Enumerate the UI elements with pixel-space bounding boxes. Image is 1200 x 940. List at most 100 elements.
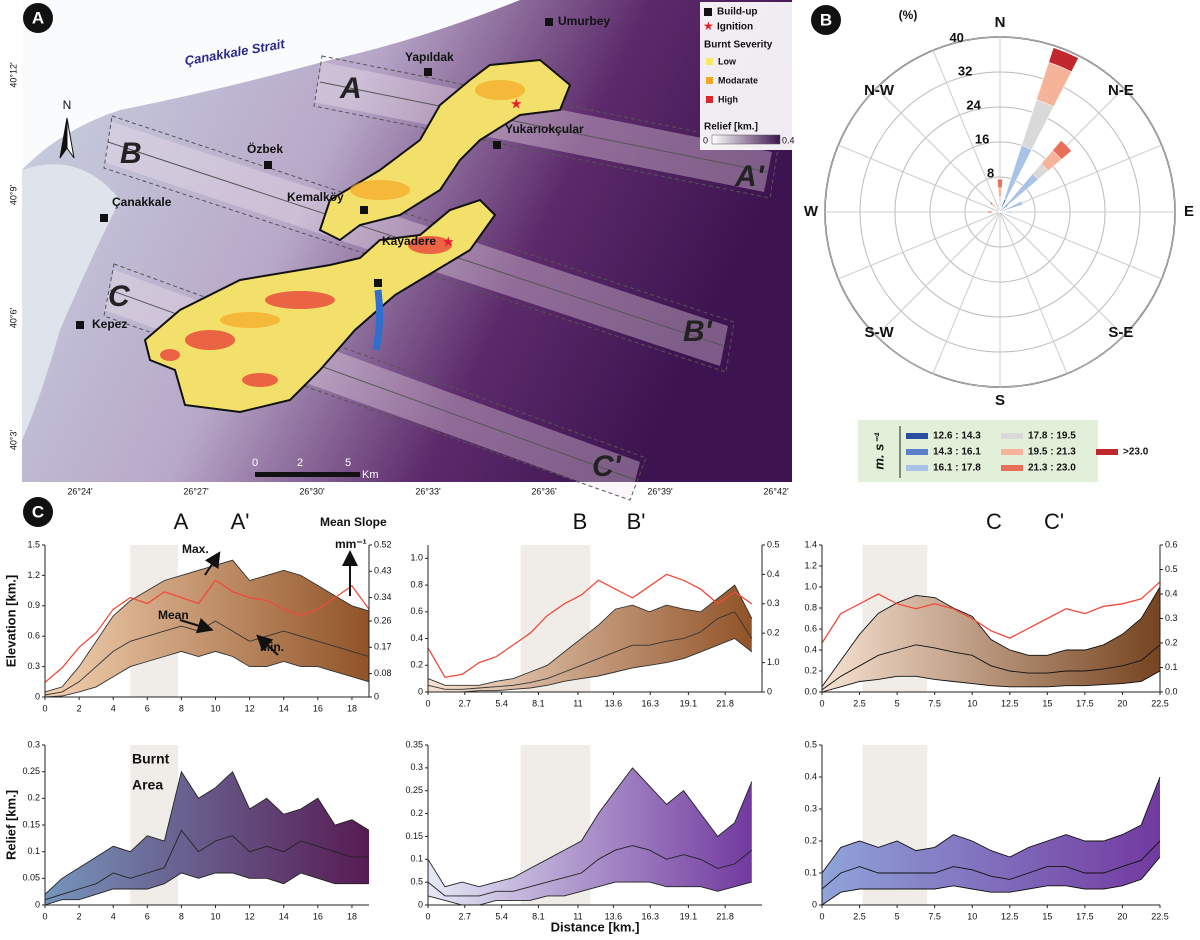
panel-badge	[23, 497, 53, 527]
annotation: Mean	[158, 608, 189, 622]
panel-badge	[23, 3, 53, 33]
profile-line	[44, 770, 370, 895]
y2-tick-label: 0.6	[1165, 539, 1178, 549]
x-tick-label: 22.5	[1151, 911, 1169, 921]
x-tick-label: 10	[967, 911, 977, 921]
x-tick-label: 7.5	[928, 911, 941, 921]
x-tick-label: 0	[42, 911, 47, 921]
legend-swatch	[906, 465, 928, 471]
y-tick-label: 0	[418, 899, 423, 909]
slope-line	[427, 573, 753, 679]
lon-label: 26°39'	[647, 486, 673, 496]
x-tick-label: 18	[347, 911, 357, 921]
place-label: Yapıldak	[405, 50, 454, 64]
rose-petal	[1002, 212, 1006, 215]
x-tick-label: 11	[573, 911, 582, 921]
x-tick-label: 12.5	[1001, 698, 1019, 708]
panel-label: A	[32, 8, 44, 27]
profile-label: A'	[734, 160, 765, 193]
profile-line	[427, 611, 753, 690]
profile-line	[427, 845, 753, 897]
y-tick-label: 0.15	[405, 831, 423, 841]
profile-line	[44, 650, 370, 698]
legend-label: 21.3 : 23.0	[1028, 463, 1076, 474]
y-tick-label: 0.3	[410, 762, 423, 772]
legend-swatch	[706, 77, 713, 84]
place-label: Özbek	[247, 141, 283, 156]
rose-petal	[1001, 211, 1006, 213]
profile-line	[427, 584, 753, 686]
y2-tick-label: 0.08	[374, 668, 392, 678]
x-tick-label: 10	[211, 703, 221, 713]
y-tick-label: 0.0	[804, 686, 817, 696]
direction-label: S-W	[864, 324, 894, 341]
y-tick-label: 0.2	[804, 665, 817, 675]
profile-label: C	[108, 280, 131, 313]
scale-bar: 0 2 5 Km	[252, 457, 379, 481]
direction-label: S-E	[1108, 324, 1133, 341]
x-tick-label: 13.6	[605, 698, 623, 708]
profile-line	[821, 856, 1161, 906]
x-tick-label: 10	[967, 698, 977, 708]
y-axis-label: Elevation [km.]	[3, 575, 18, 667]
rose-spoke	[875, 211, 1001, 337]
y-tick-label: 0	[812, 899, 817, 909]
profile-label: B	[120, 137, 142, 170]
legend-title: Relief [km.]	[704, 122, 758, 133]
profile-label: B'	[683, 315, 713, 348]
y-tick-label: 1.0	[804, 581, 817, 591]
lon-label: 26°24'	[67, 486, 93, 496]
x-tick-label: 8.1	[532, 911, 545, 921]
profile-line	[821, 670, 1161, 693]
y-axis-label: Relief [km.]	[3, 790, 18, 860]
rose-spoke	[838, 211, 1001, 280]
y2-tick-label: 0	[767, 686, 772, 696]
lon-label: 26°33'	[415, 486, 441, 496]
profile-end-label: A	[174, 509, 189, 534]
lon-label: 26°30'	[299, 486, 325, 496]
lon-label: 26°42'	[763, 486, 789, 496]
rose-petal	[1048, 47, 1079, 73]
x-tick-label: 20	[1117, 698, 1127, 708]
x-tick-label: 21.8	[716, 911, 734, 921]
lon-labels: 26°24' 26°27' 26°30' 26°33' 26°36' 26°39' 26°4…	[67, 486, 789, 496]
rose-petal	[1052, 140, 1072, 160]
profile-line	[427, 767, 753, 888]
y-tick-label: 0.5	[410, 877, 423, 887]
north-arrow	[66, 117, 75, 159]
x-tick-label: 12.5	[1001, 911, 1019, 921]
y-tick-label: 0.05	[22, 873, 40, 883]
y2-tick-label: 1.0	[767, 657, 780, 667]
y-tick-label: 0.3	[27, 739, 40, 749]
legend-title: Burnt Severity	[704, 40, 773, 51]
rose-tick-label: 8	[987, 166, 994, 181]
rose-spoke	[999, 211, 1068, 374]
rose-spoke	[999, 211, 1162, 280]
ignition-marker: ★	[510, 96, 523, 112]
profile-line	[821, 586, 1161, 688]
x-tick-label: 5.4	[495, 698, 508, 708]
place-label: Kemalköy	[287, 190, 344, 204]
profile-line	[428, 637, 753, 693]
x-tick-label: 19.1	[680, 698, 698, 708]
annotation: Area	[132, 777, 163, 793]
legend-swatch	[706, 96, 713, 103]
rose-spoke	[875, 87, 1001, 213]
north-label: N	[63, 98, 72, 112]
legend-label: 12.6 : 14.3	[933, 431, 981, 442]
x-tick-label: 0	[425, 698, 430, 708]
y2-tick-label: 0.5	[1165, 564, 1178, 574]
x-tick-label: 12	[245, 703, 255, 713]
y-tick-label: 0.6	[804, 623, 817, 633]
rose-petal	[998, 196, 1002, 204]
band	[45, 771, 369, 905]
slope-line	[821, 581, 1161, 644]
rose-spoke	[932, 211, 1001, 374]
y2-tick-label: 0.4	[1165, 588, 1178, 598]
y2-tick-label: 0.5	[767, 539, 780, 549]
y2-tick-label: 0.0	[1165, 686, 1178, 696]
place-label: Yukarıokçular	[505, 122, 584, 136]
y-tick-label: 0.2	[410, 808, 423, 818]
rose-unit: (%)	[899, 8, 918, 22]
x-tick-label: 4	[111, 703, 116, 713]
